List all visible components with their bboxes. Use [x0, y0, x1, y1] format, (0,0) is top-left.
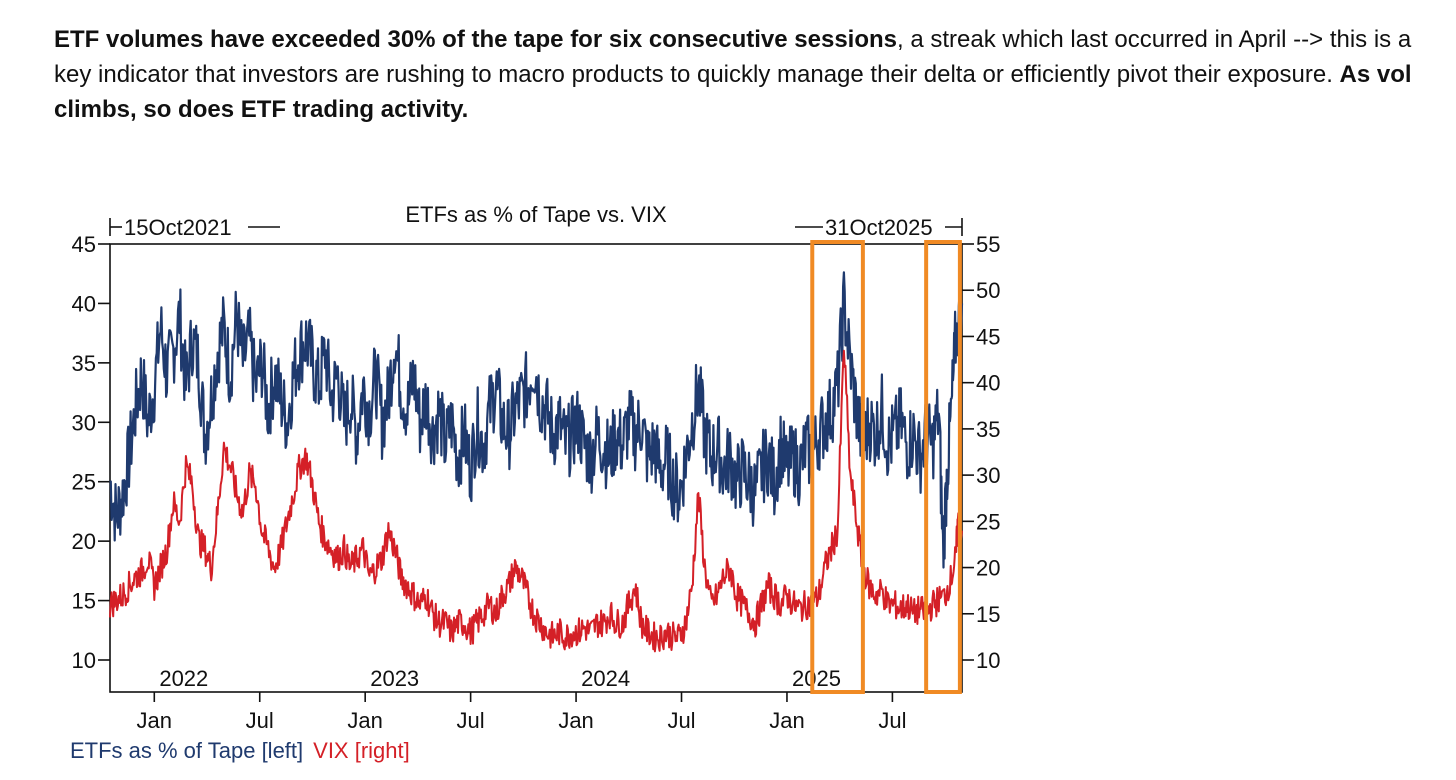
chart-title: ETFs as % of Tape vs. VIX — [405, 202, 667, 227]
legend: ETFs as % of Tape [left] VIX [right] — [70, 738, 410, 763]
month-label: Jan — [558, 708, 593, 733]
left-tick-label: 10 — [72, 648, 96, 673]
series-group — [109, 271, 964, 653]
month-label: Jul — [878, 708, 906, 733]
right-tick-label: 40 — [976, 371, 1000, 396]
paragraph-bold-lead: ETF volumes have exceeded 30% of the tap… — [54, 26, 897, 53]
month-label: Jan — [137, 708, 172, 733]
end-date-marker: 31Oct2025 — [795, 215, 963, 240]
right-tick-label: 25 — [976, 509, 1000, 534]
legend-vix: VIX [right] — [313, 738, 410, 763]
highlight-box — [924, 240, 962, 694]
end-date-label: 31Oct2025 — [825, 215, 933, 240]
start-date-label: 15Oct2021 — [124, 215, 232, 240]
highlight-group — [810, 240, 962, 694]
right-tick-label: 55 — [976, 232, 1000, 257]
highlight-box — [810, 240, 865, 694]
left-tick-label: 15 — [72, 589, 96, 614]
left-tick-label: 30 — [72, 410, 96, 435]
start-date-marker: 15Oct2021 — [109, 215, 280, 240]
right-axis: 10 15 20 25 30 35 40 45 50 55 — [962, 232, 1000, 673]
right-tick-label: 45 — [976, 324, 1000, 349]
left-tick-label: 40 — [72, 291, 96, 316]
etf-vix-chart: ETFs as % of Tape vs. VIX 15Oct2021 31Oc… — [70, 202, 1000, 763]
etf-series-line — [109, 271, 964, 569]
right-tick-label: 30 — [976, 463, 1000, 488]
right-tick-label: 50 — [976, 278, 1000, 303]
vix-series-line — [109, 349, 963, 653]
right-tick-label: 10 — [976, 648, 1000, 673]
intro-paragraph: ETF volumes have exceeded 30% of the tap… — [54, 22, 1434, 127]
paragraph-body: , a streak which last occurred in April … — [54, 26, 1412, 88]
left-tick-label: 45 — [72, 232, 96, 257]
year-label: 2022 — [159, 666, 208, 691]
plot-frame — [109, 243, 963, 693]
right-tick-label: 35 — [976, 417, 1000, 442]
right-tick-label: 15 — [976, 602, 1000, 627]
year-label: 2023 — [370, 666, 419, 691]
month-label: Jul — [457, 708, 485, 733]
left-tick-label: 20 — [72, 529, 96, 554]
right-tick-label: 20 — [976, 556, 1000, 581]
year-label: 2024 — [581, 666, 630, 691]
year-label: 2025 — [792, 666, 841, 691]
x-axis: 2022 2023 2024 2025 Jan Jul Jan Jul Jan Jul Jan Jul — [137, 666, 907, 733]
month-label: Jul — [246, 708, 274, 733]
paragraph-bold-tail: As vol climbs, so does ETF trading activ… — [54, 61, 1412, 123]
left-tick-label: 25 — [72, 470, 96, 495]
month-label: Jan — [347, 708, 382, 733]
month-label: Jan — [769, 708, 804, 733]
legend-etf: ETFs as % of Tape [left] — [70, 738, 303, 763]
left-axis: 10 15 20 25 30 35 40 45 — [72, 232, 110, 673]
month-label: Jul — [667, 708, 695, 733]
left-tick-label: 35 — [72, 351, 96, 376]
